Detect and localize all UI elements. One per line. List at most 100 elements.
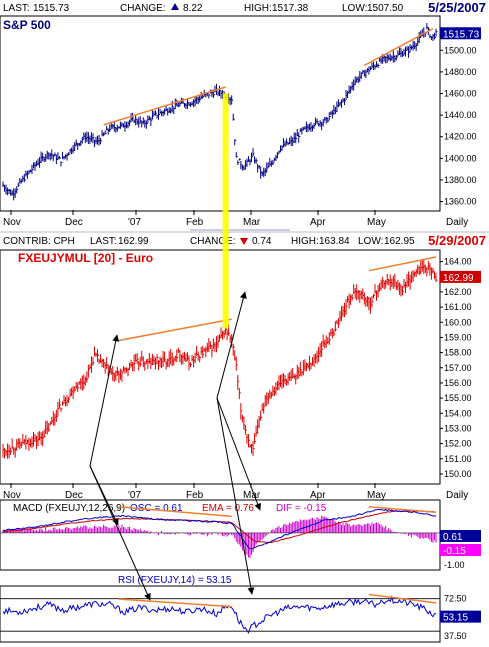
x-tick-label: Apr (310, 217, 326, 228)
fx-price-tag: 162.99 (440, 270, 481, 284)
rsi-tag (440, 610, 481, 623)
rsi-trendlines (118, 593, 437, 608)
up-triangle-icon (171, 3, 179, 10)
top-high-value: 1517.38 (272, 3, 309, 14)
x-tick-label: Mar (243, 217, 261, 228)
y-tick-label: 1460.00 (444, 89, 477, 99)
trendline (368, 256, 437, 272)
macd-tags: 0.61 -0.15 -1.00 (440, 530, 481, 570)
y-tick-label: 156.00 (444, 378, 472, 388)
svg-text:1515.73: 1515.73 (443, 29, 480, 40)
x-tick-label: Nov (3, 490, 21, 501)
x-tick-label: Daily (446, 490, 468, 501)
sp500-x-axis: Nov Dec '07 Feb Mar Apr May Daily (3, 210, 468, 228)
macd-dif-tag (440, 544, 481, 556)
macd-osc-line (2, 508, 437, 550)
sp500-y-axis: 1500.00 1480.00 1460.00 1440.00 1420.00 1400.… (440, 45, 477, 207)
macd-header: MACD (FXEUJY,12,26,9) OSC = 0.61 EMA = 0… (13, 503, 327, 514)
mid-high-value: 163.84 (319, 236, 350, 247)
trendline (103, 86, 226, 126)
rsi-title: RSI (FXEUJY,14) = 53.15 (118, 575, 232, 586)
y-tick-label: 160.00 (444, 317, 472, 327)
top-high-label: HIGH: (244, 3, 272, 14)
macd-ytick: -1.00 (444, 560, 465, 570)
x-tick-label: May (367, 217, 386, 228)
y-tick-label: 1380.00 (444, 175, 477, 185)
y-tick-label: 161.00 (444, 302, 472, 312)
y-tick-label: 1400.00 (444, 153, 477, 163)
fx-trendlines (118, 256, 437, 342)
mid-header: CONTRIB: CPH LAST: 162.99 CHANGE: 0.74 H… (3, 233, 486, 248)
macd-title: MACD (FXEUJY,12,26,9) (13, 503, 125, 514)
annotation-arrow (216, 397, 255, 595)
rsi-ytick-high: 72.50 (444, 594, 467, 604)
y-tick-label: 164.00 (444, 257, 472, 267)
rsi-ytick-low: 37.50 (444, 631, 467, 641)
macd-osc-tag (440, 530, 481, 542)
x-tick-label: Apr (310, 490, 326, 501)
y-tick-label: 1480.00 (444, 67, 477, 77)
fx-title: FXEUJYMUL [20] - Euro (18, 251, 153, 265)
y-tick-label: 151.00 (444, 454, 472, 464)
rsi-reference-lines (0, 598, 440, 632)
mid-change-value: 0.74 (252, 236, 272, 247)
rsi-tag-text: 53.15 (443, 613, 468, 624)
mid-last-label: LAST: (90, 236, 117, 247)
trendline (118, 506, 232, 518)
top-low-value: 1507.50 (367, 3, 404, 14)
y-tick-label: 150.00 (444, 469, 472, 479)
x-tick-label: Mar (243, 490, 261, 501)
x-tick-label: '07 (128, 490, 141, 501)
x-tick-label: Feb (186, 217, 204, 228)
annotations (89, 93, 262, 601)
annotation-arrow (89, 334, 120, 467)
x-tick-label: Dec (65, 490, 83, 501)
mid-change-label: CHANGE: (190, 236, 236, 247)
y-tick-label: 152.00 (444, 439, 472, 449)
top-date: 5/25/2007 (428, 0, 486, 15)
x-tick-label: Dec (65, 217, 83, 228)
sp500-price-tag: 1515.73 (440, 27, 481, 40)
macd-dif-tag-text: -0.15 (443, 546, 466, 557)
mid-low-value: 162.95 (384, 236, 415, 247)
fx-y-axis: 164.00163.00162.00161.00160.00159.00158.… (440, 257, 472, 479)
top-last-value: 1515.73 (33, 3, 70, 14)
y-tick-label: 1360.00 (444, 197, 477, 207)
y-tick-label: 162.00 (444, 287, 472, 297)
svg-text:162.99: 162.99 (443, 273, 474, 284)
top-header: LAST: 1515.73 CHANGE: 8.22 HIGH: 1517.38… (3, 0, 486, 15)
x-tick-label: May (367, 490, 386, 501)
x-tick-label: Feb (186, 490, 204, 501)
macd-osc-label: OSC = 0.61 (130, 503, 183, 514)
y-tick-label: 158.00 (444, 348, 472, 358)
mid-last-value: 162.99 (118, 236, 149, 247)
y-tick-label: 155.00 (444, 393, 472, 403)
trendline (368, 506, 437, 514)
fx-x-axis: Nov Dec '07 Feb Mar Apr May Daily (3, 483, 468, 501)
rsi-path (2, 594, 437, 634)
sp500-title: S&P 500 (3, 18, 51, 32)
fx-bars (2, 259, 438, 459)
y-tick-label: 153.00 (444, 423, 472, 433)
fx-plot-frame (0, 249, 441, 485)
y-tick-label: 1440.00 (444, 110, 477, 120)
trendline (118, 318, 232, 342)
mid-low-label: LOW: (358, 236, 383, 247)
annotation-arrow (216, 397, 262, 511)
x-tick-label: '07 (128, 217, 141, 228)
macd-lines (0, 508, 440, 550)
rsi-line (2, 594, 437, 634)
top-change-value: 8.22 (183, 3, 203, 14)
x-tick-label: Nov (3, 217, 21, 228)
macd-trendlines (118, 506, 437, 518)
trendline (368, 593, 437, 604)
y-tick-label: 1500.00 (444, 45, 477, 55)
mid-high-label: HIGH: (291, 236, 319, 247)
y-tick-label: 1420.00 (444, 132, 477, 142)
highlight-bar (222, 93, 229, 329)
macd-osc-tag-text: 0.61 (443, 532, 463, 543)
mid-contrib: CONTRIB: CPH (3, 236, 75, 247)
sp500-plot-frame (0, 15, 441, 212)
mid-date: 5/29/2007 (428, 233, 486, 248)
